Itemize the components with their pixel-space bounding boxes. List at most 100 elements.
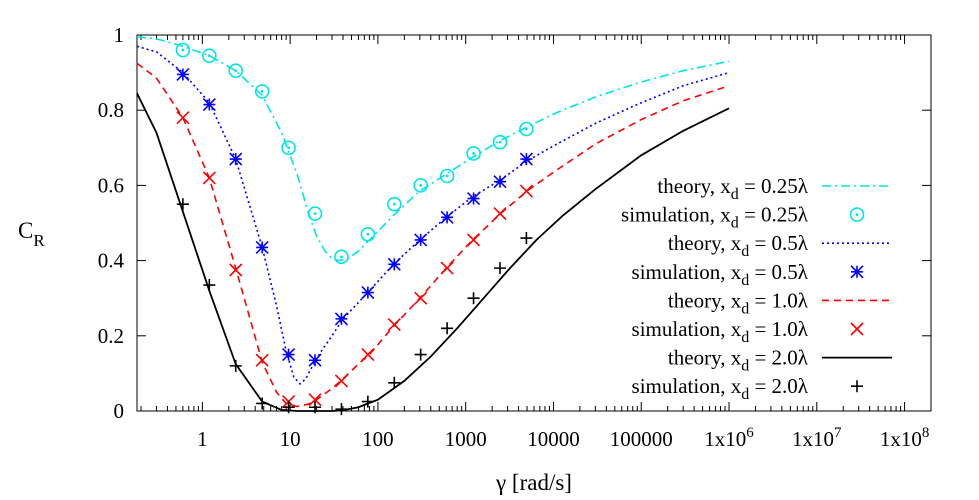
series-1 [175, 42, 534, 265]
legend-label: simulation, xd = 2.0λ [632, 374, 809, 403]
data-point [254, 84, 270, 99]
data-point [466, 146, 481, 161]
data-point [414, 233, 428, 247]
data-point [176, 198, 189, 211]
legend-label-main: theory, x [668, 231, 742, 255]
legend-item: theory, xd = 1.0λ [668, 288, 892, 317]
y-axis-label-main: C [18, 218, 33, 243]
x-tick-label-exponent: 8 [922, 425, 930, 441]
legend-label: theory, xd = 1.0λ [668, 288, 809, 317]
legend-item: simulation, xd = 0.25λ [621, 203, 865, 232]
x-tick-labels: 1 10 100 1000 10000 100000 1x106 1x107 1x108 [197, 425, 929, 451]
series-4 [136, 62, 730, 408]
data-point [255, 240, 269, 255]
x-tick-label: 1 [197, 427, 208, 451]
data-point [256, 397, 269, 410]
legend-label-tail: = 0.25λ [739, 174, 809, 198]
data-point [493, 207, 507, 221]
legend-label-sub: d [741, 358, 749, 375]
data-point [308, 393, 322, 407]
x-tick-label-main: 10000 [527, 427, 580, 451]
legend-label-sub: d [741, 272, 749, 289]
legend-label-sub: d [741, 300, 749, 317]
x-tick-label-main: 1x10 [704, 427, 746, 451]
data-point [387, 317, 401, 332]
data-point [308, 353, 322, 367]
legend-label-sub: d [731, 186, 739, 203]
data-point [255, 353, 269, 367]
x-tick-label-exponent: 7 [834, 425, 842, 441]
legend-label-main: simulation, x [632, 260, 742, 284]
data-point [202, 97, 216, 112]
series-2 [136, 45, 730, 386]
data-point [229, 263, 243, 277]
data-point [414, 291, 428, 305]
legend-label: theory, xd = 0.5λ [668, 231, 809, 260]
legend-label-tail: = 0.5λ [749, 231, 809, 255]
data-point [229, 359, 242, 372]
legend-item: theory, xd = 0.25λ [657, 174, 892, 203]
data-point [202, 48, 217, 63]
x-tick-label: 10 [280, 427, 301, 451]
data-point [360, 226, 376, 242]
x-tick-label-exponent: 6 [746, 425, 754, 441]
data-point [334, 374, 349, 388]
legend-label-main: theory, x [668, 288, 742, 312]
data-point [229, 152, 243, 166]
data-point [386, 196, 402, 212]
data-point [202, 171, 216, 185]
legend-label: simulation, xd = 1.0λ [632, 317, 809, 346]
legend-item: simulation, xd = 0.5λ [632, 260, 864, 289]
x-tick-label: 100000 [610, 427, 673, 451]
data-point [361, 285, 375, 300]
x-tick-label: 1000 [445, 427, 487, 451]
data-point [388, 376, 401, 389]
data-point [175, 42, 191, 58]
tick-marks [137, 34, 932, 412]
data-point [439, 168, 455, 184]
data-point [176, 111, 190, 125]
data-point [361, 395, 374, 408]
data-point [203, 279, 216, 292]
legend-label: theory, xd = 0.25λ [657, 174, 808, 203]
series-0 [136, 36, 730, 262]
legend-label: simulation, xd = 0.5λ [632, 260, 809, 289]
data-point [414, 348, 427, 361]
data-point [466, 233, 481, 247]
legend-item: simulation, xd = 2.0λ [632, 374, 863, 403]
data-point [334, 249, 349, 265]
data-point [520, 232, 533, 245]
legend-label-sub: d [731, 215, 739, 232]
series-3 [176, 67, 533, 367]
x-tick-label: 1x107 [792, 425, 842, 451]
data-point [492, 134, 508, 150]
legend-item: simulation, xd = 1.0λ [632, 317, 864, 346]
y-tick-label: 0 [114, 399, 125, 423]
x-axis-label: γ [rad/s] [495, 470, 572, 495]
series-line [136, 92, 730, 412]
y-tick-label: 1 [114, 23, 125, 47]
x-tick-label: 10000 [527, 427, 580, 451]
legend-label-tail: = 0.25λ [739, 203, 809, 227]
data-point [440, 261, 454, 275]
y-tick-label: 0.4 [98, 249, 125, 273]
legend-marker-sample [849, 207, 865, 222]
x-tick-label-main: 100000 [610, 427, 673, 451]
legend-label-main: simulation, x [632, 317, 742, 341]
y-axis-label: CR [18, 218, 45, 250]
data-point [334, 312, 349, 326]
legend-label-main: theory, x [668, 346, 742, 370]
data-point [228, 63, 244, 79]
legend-label-tail: = 2.0λ [749, 346, 809, 370]
legend-label-tail: = 0.5λ [749, 260, 809, 284]
legend-marker-sample [850, 265, 864, 279]
legend-label: theory, xd = 2.0λ [668, 346, 809, 375]
legend-label-tail: = 2.0λ [749, 374, 809, 398]
legend-marker-sample [851, 380, 863, 393]
x-tick-label-main: 1000 [445, 427, 487, 451]
y-tick-label: 0.2 [98, 324, 124, 348]
data-point [519, 184, 533, 198]
data-point [176, 67, 190, 82]
